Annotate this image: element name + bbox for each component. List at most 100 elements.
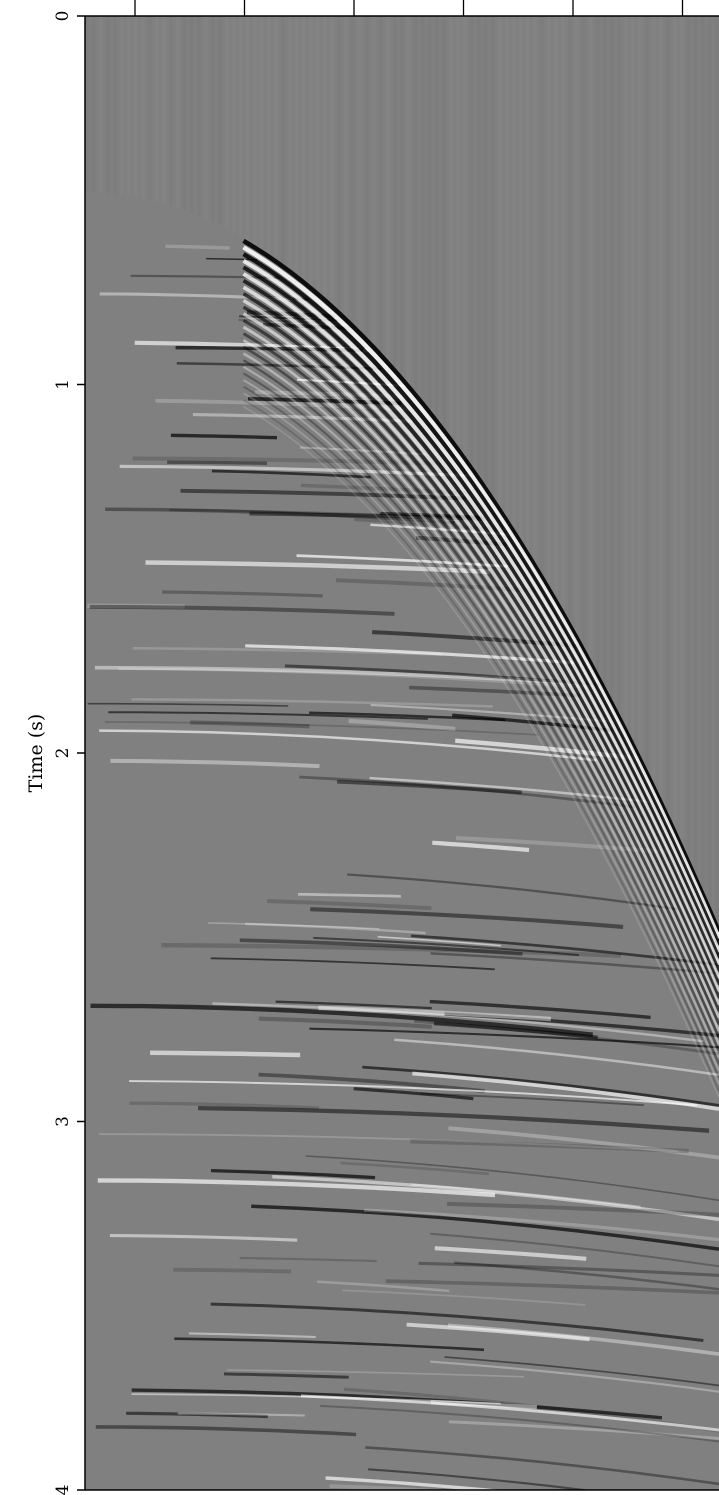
first-break-event [242, 252, 719, 946]
reflection-event [192, 413, 413, 423]
reflection-event [188, 1332, 316, 1339]
reflection-event [207, 922, 380, 930]
reflection-event [167, 460, 268, 465]
reflection-event [296, 554, 508, 568]
reflection-event [448, 1126, 719, 1160]
trace-strip [596, 16, 600, 672]
trace-strip [547, 16, 551, 585]
trace-strip [624, 16, 628, 726]
reflection-event [272, 1175, 719, 1222]
trace-strip [603, 16, 607, 685]
reflection-event [448, 1420, 719, 1440]
reflection-event [126, 1411, 268, 1419]
first-break-event [243, 405, 719, 1098]
first-break-event [242, 365, 719, 1059]
trace-strip [715, 16, 719, 921]
reflection-event [97, 1178, 496, 1198]
reflection-event [347, 873, 678, 911]
trace-strip [498, 16, 502, 506]
reflection-event [433, 1021, 598, 1040]
trace-strip [190, 16, 194, 214]
trace-strip [85, 16, 89, 193]
reflection-event [337, 779, 522, 795]
reflection-event [95, 1425, 357, 1437]
first-break-event [242, 339, 719, 1032]
reflection-event [362, 1065, 719, 1107]
trace-strip [575, 16, 579, 634]
trace-strip [204, 16, 208, 219]
reflection-event [434, 1246, 587, 1261]
trace-strip [694, 16, 698, 873]
reflection-event [432, 840, 530, 853]
trace-strip [652, 16, 656, 783]
first-break-event [243, 399, 719, 1092]
reflection-event [325, 1476, 504, 1490]
reflection-event [411, 934, 719, 967]
trace-strip [512, 16, 516, 528]
trace-strip [330, 16, 334, 303]
reflection-event [161, 943, 621, 958]
y-tick-label: 0 [53, 11, 73, 22]
trace-strip [232, 16, 236, 233]
trace-strip [414, 16, 418, 392]
reflection-event [245, 922, 426, 935]
reflection-event [266, 899, 432, 911]
x-axis-top-ticks [134, 0, 684, 16]
first-break-event [242, 292, 719, 986]
trace-strip [309, 16, 313, 285]
trace-strip [554, 16, 558, 597]
reflection-event [394, 1038, 719, 1077]
first-break-event [242, 352, 719, 1045]
trace-strip [484, 16, 488, 485]
trace-strip [225, 16, 229, 229]
reflection-event [130, 274, 280, 279]
y-axis-title: Time (s) [25, 714, 47, 793]
trace-strip [365, 16, 369, 337]
reflection-event [340, 1161, 490, 1176]
reflection-event [245, 644, 575, 665]
reflection-event [385, 1279, 719, 1295]
reflection-event [132, 647, 443, 656]
reflection-event [210, 1168, 376, 1180]
trace-strip [533, 16, 537, 561]
trace-strip [477, 16, 481, 475]
trace-strip [316, 16, 320, 291]
first-break-event [243, 385, 719, 1078]
trace-strip [344, 16, 348, 316]
reflection-event [177, 1412, 305, 1417]
reflection-event [377, 936, 502, 947]
reflection-event [444, 1012, 719, 1038]
trace-strip [253, 16, 257, 245]
first-break-event [242, 359, 719, 1052]
first-break-event [242, 332, 719, 1026]
reflection-event [119, 464, 471, 478]
trace-strip [281, 16, 285, 264]
reflection-event [368, 1468, 593, 1490]
reflection-event [313, 936, 579, 957]
first-break-event [242, 345, 719, 1039]
trace-strip [337, 16, 341, 310]
trace-strip [92, 16, 96, 193]
trace-strip [470, 16, 474, 465]
reflection-event [162, 590, 323, 598]
reflection-event [444, 1356, 719, 1387]
reflection-event [87, 603, 185, 609]
reflection-event [309, 1027, 719, 1049]
trace-strip [246, 16, 250, 241]
reflection-event [297, 892, 401, 898]
trace-strip [568, 16, 572, 621]
reflection-event [406, 1322, 590, 1342]
reflection-event [105, 507, 456, 525]
first-break-event [242, 258, 719, 953]
trace-strip [589, 16, 593, 659]
reflection-event [211, 469, 371, 479]
reflection-event [173, 1267, 292, 1274]
trace-strip [666, 16, 670, 812]
trace-strip [127, 16, 131, 197]
reflection-event [175, 345, 364, 353]
reflection-event [348, 718, 456, 732]
trace-strip [463, 16, 467, 455]
reflection-event [129, 1101, 319, 1110]
reflection-event [131, 1388, 663, 1420]
reflection-event [94, 665, 595, 687]
